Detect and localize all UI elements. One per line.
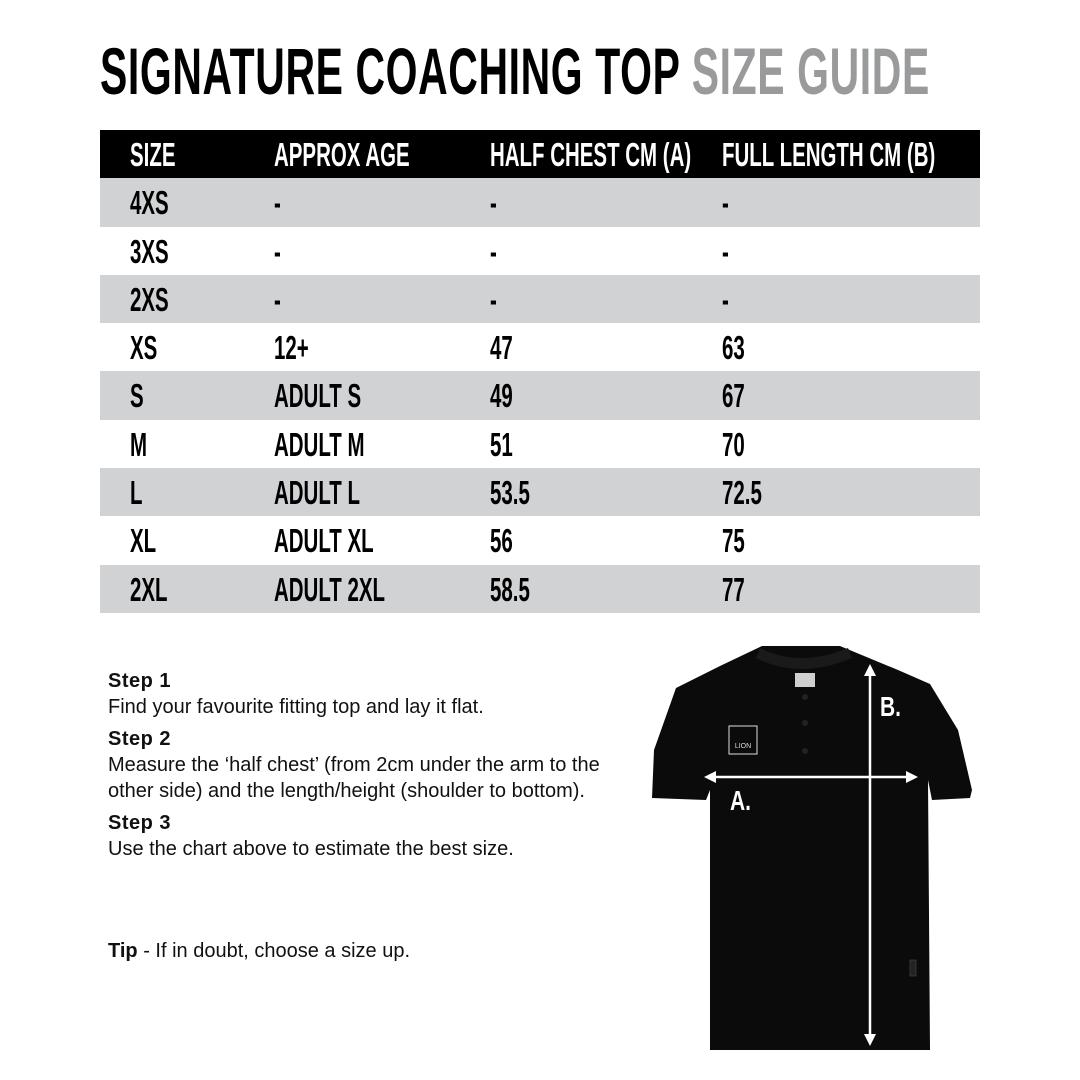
column-header: HALF CHEST CM (A) — [490, 136, 692, 173]
collar — [756, 648, 852, 669]
tip-text: - If in doubt, choose a size up. — [137, 940, 411, 962]
title-sub: SIZE GUIDE — [691, 34, 930, 108]
measuring-steps: Step 1 Find your favourite fitting top an… — [108, 662, 628, 862]
side-tag — [909, 959, 917, 977]
table-cell: - — [722, 184, 729, 222]
table-row: 4XS - - - — [100, 178, 980, 227]
table-cell: - — [722, 232, 729, 270]
step-text: Measure the ‘half chest’ (from 2cm under… — [108, 754, 600, 802]
table-cell: 77 — [722, 570, 745, 608]
table-cell: 63 — [722, 329, 745, 367]
page-title: SIGNATURE COACHING TOP SIZE GUIDE — [100, 38, 1080, 104]
table-cell: L — [130, 474, 143, 512]
table-cell: XL — [130, 522, 157, 560]
table-row: 3XS - - - — [100, 227, 980, 275]
table-cell: 56 — [490, 522, 513, 560]
table-row: XS 12+ 47 63 — [100, 323, 980, 371]
column-header: SIZE — [130, 136, 176, 173]
button — [802, 748, 808, 754]
table-cell: M — [130, 425, 148, 463]
table-cell: 53.5 — [490, 474, 530, 512]
arrow-a — [704, 771, 918, 783]
table-cell: ADULT S — [274, 377, 362, 415]
button — [802, 720, 808, 726]
table-cell: 2XS — [130, 280, 169, 318]
step-heading: Step 2 — [108, 728, 172, 750]
table-cell: - — [274, 184, 281, 222]
step-heading: Step 3 — [108, 812, 172, 834]
table-row: L ADULT L 53.5 72.5 — [100, 468, 980, 517]
table-row: M ADULT M 51 70 — [100, 420, 980, 468]
table-cell: - — [722, 280, 729, 318]
table-cell: 51 — [490, 425, 513, 463]
table-cell: 47 — [490, 329, 513, 367]
table-cell: 67 — [722, 377, 745, 415]
arrow-b — [864, 664, 876, 1046]
table-row: S ADULT S 49 67 — [100, 371, 980, 420]
table-cell: - — [274, 280, 281, 318]
step-text: Find your favourite fitting top and lay … — [108, 696, 484, 718]
label-b: B. — [880, 692, 901, 723]
table-cell: 4XS — [130, 184, 169, 222]
table-cell: ADULT L — [274, 474, 360, 512]
table-row: 2XS - - - — [100, 274, 980, 324]
shirt-body — [652, 646, 972, 1050]
column-header: APPROX AGE — [274, 136, 410, 173]
table-cell: 75 — [722, 522, 745, 560]
step-heading: Step 1 — [108, 670, 172, 692]
label-a: A. — [730, 786, 751, 817]
table-cell: 2XL — [130, 570, 168, 608]
table-cell: - — [490, 184, 497, 222]
table-row: XL ADULT XL 56 75 — [100, 516, 980, 564]
tip: Tip - If in doubt, choose a size up. — [108, 940, 410, 963]
table-cell: 12+ — [274, 329, 309, 367]
lion-logo: LION — [728, 725, 758, 755]
title-main: SIGNATURE COACHING TOP — [100, 34, 680, 108]
collar-label — [795, 673, 815, 687]
table-cell: ADULT 2XL — [274, 570, 386, 608]
table-cell: 70 — [722, 425, 745, 463]
button — [802, 694, 808, 700]
table-cell: - — [274, 232, 281, 270]
tip-label: Tip — [108, 940, 138, 962]
table-header: SIZE APPROX AGE HALF CHEST CM (A) FULL LENG… — [100, 130, 980, 179]
table-cell: 3XS — [130, 232, 169, 270]
step-text: Use the chart above to estimate the best… — [108, 838, 514, 860]
table-row: 2XL ADULT 2XL 58.5 77 — [100, 564, 980, 613]
table-cell: ADULT M — [274, 425, 365, 463]
table-cell: XS — [130, 329, 158, 367]
size-table: SIZE APPROX AGE HALF CHEST CM (A) FULL LENG… — [100, 130, 980, 613]
table-cell: 49 — [490, 377, 513, 415]
table-cell: 58.5 — [490, 570, 530, 608]
svg-text:LION: LION — [735, 743, 751, 750]
table-cell: 72.5 — [722, 474, 762, 512]
table-cell: - — [490, 280, 497, 318]
table-cell: - — [490, 232, 497, 270]
table-cell: S — [130, 377, 144, 415]
table-cell: ADULT XL — [274, 522, 374, 560]
shirt-diagram: LION A. B. — [652, 646, 972, 1050]
column-header: FULL LENGTH CM (B) — [722, 136, 936, 173]
